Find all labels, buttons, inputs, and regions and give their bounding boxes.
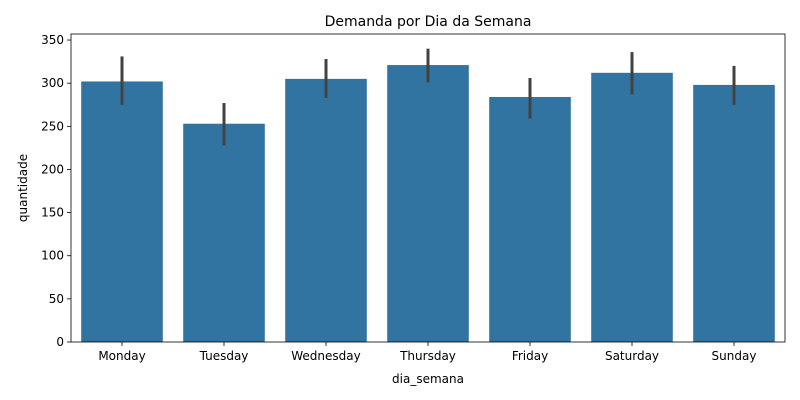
error-bars-layer: [120, 48, 736, 146]
y-tick-label: 200: [41, 162, 64, 176]
y-tick-label: 150: [41, 206, 64, 220]
y-tick-label: 350: [41, 33, 64, 47]
y-tick-label: 100: [41, 249, 64, 263]
bar: [387, 65, 469, 342]
bar: [81, 81, 163, 342]
y-tick-label: 50: [49, 292, 64, 306]
bar: [591, 72, 673, 342]
y-tick-label: 250: [41, 119, 64, 133]
bar: [183, 123, 265, 342]
y-axis-label: quantidade: [16, 154, 30, 222]
bars-layer: [81, 65, 775, 343]
x-tick-label: Monday: [98, 349, 145, 363]
chart-title: Demanda por Dia da Semana: [325, 14, 532, 30]
x-axis-label: dia_semana: [392, 372, 464, 386]
x-tick-label: Wednesday: [291, 349, 360, 363]
x-tick-label: Thursday: [399, 349, 456, 363]
x-tick-label: Friday: [512, 349, 548, 363]
x-tick-label: Sunday: [712, 349, 757, 363]
x-tick-label: Tuesday: [199, 349, 249, 363]
x-tick-label: Saturday: [605, 349, 659, 363]
y-tick-label: 0: [56, 335, 64, 349]
bar: [693, 84, 775, 342]
y-tick-label: 300: [41, 76, 64, 90]
bar: [489, 96, 571, 342]
y-axis-ticks: 0 50 100 150 200 250 300 350: [41, 33, 71, 349]
bar: [285, 78, 367, 343]
x-axis-ticks: Monday Tuesday Wednesday Thursday Friday Satu…: [98, 342, 756, 363]
